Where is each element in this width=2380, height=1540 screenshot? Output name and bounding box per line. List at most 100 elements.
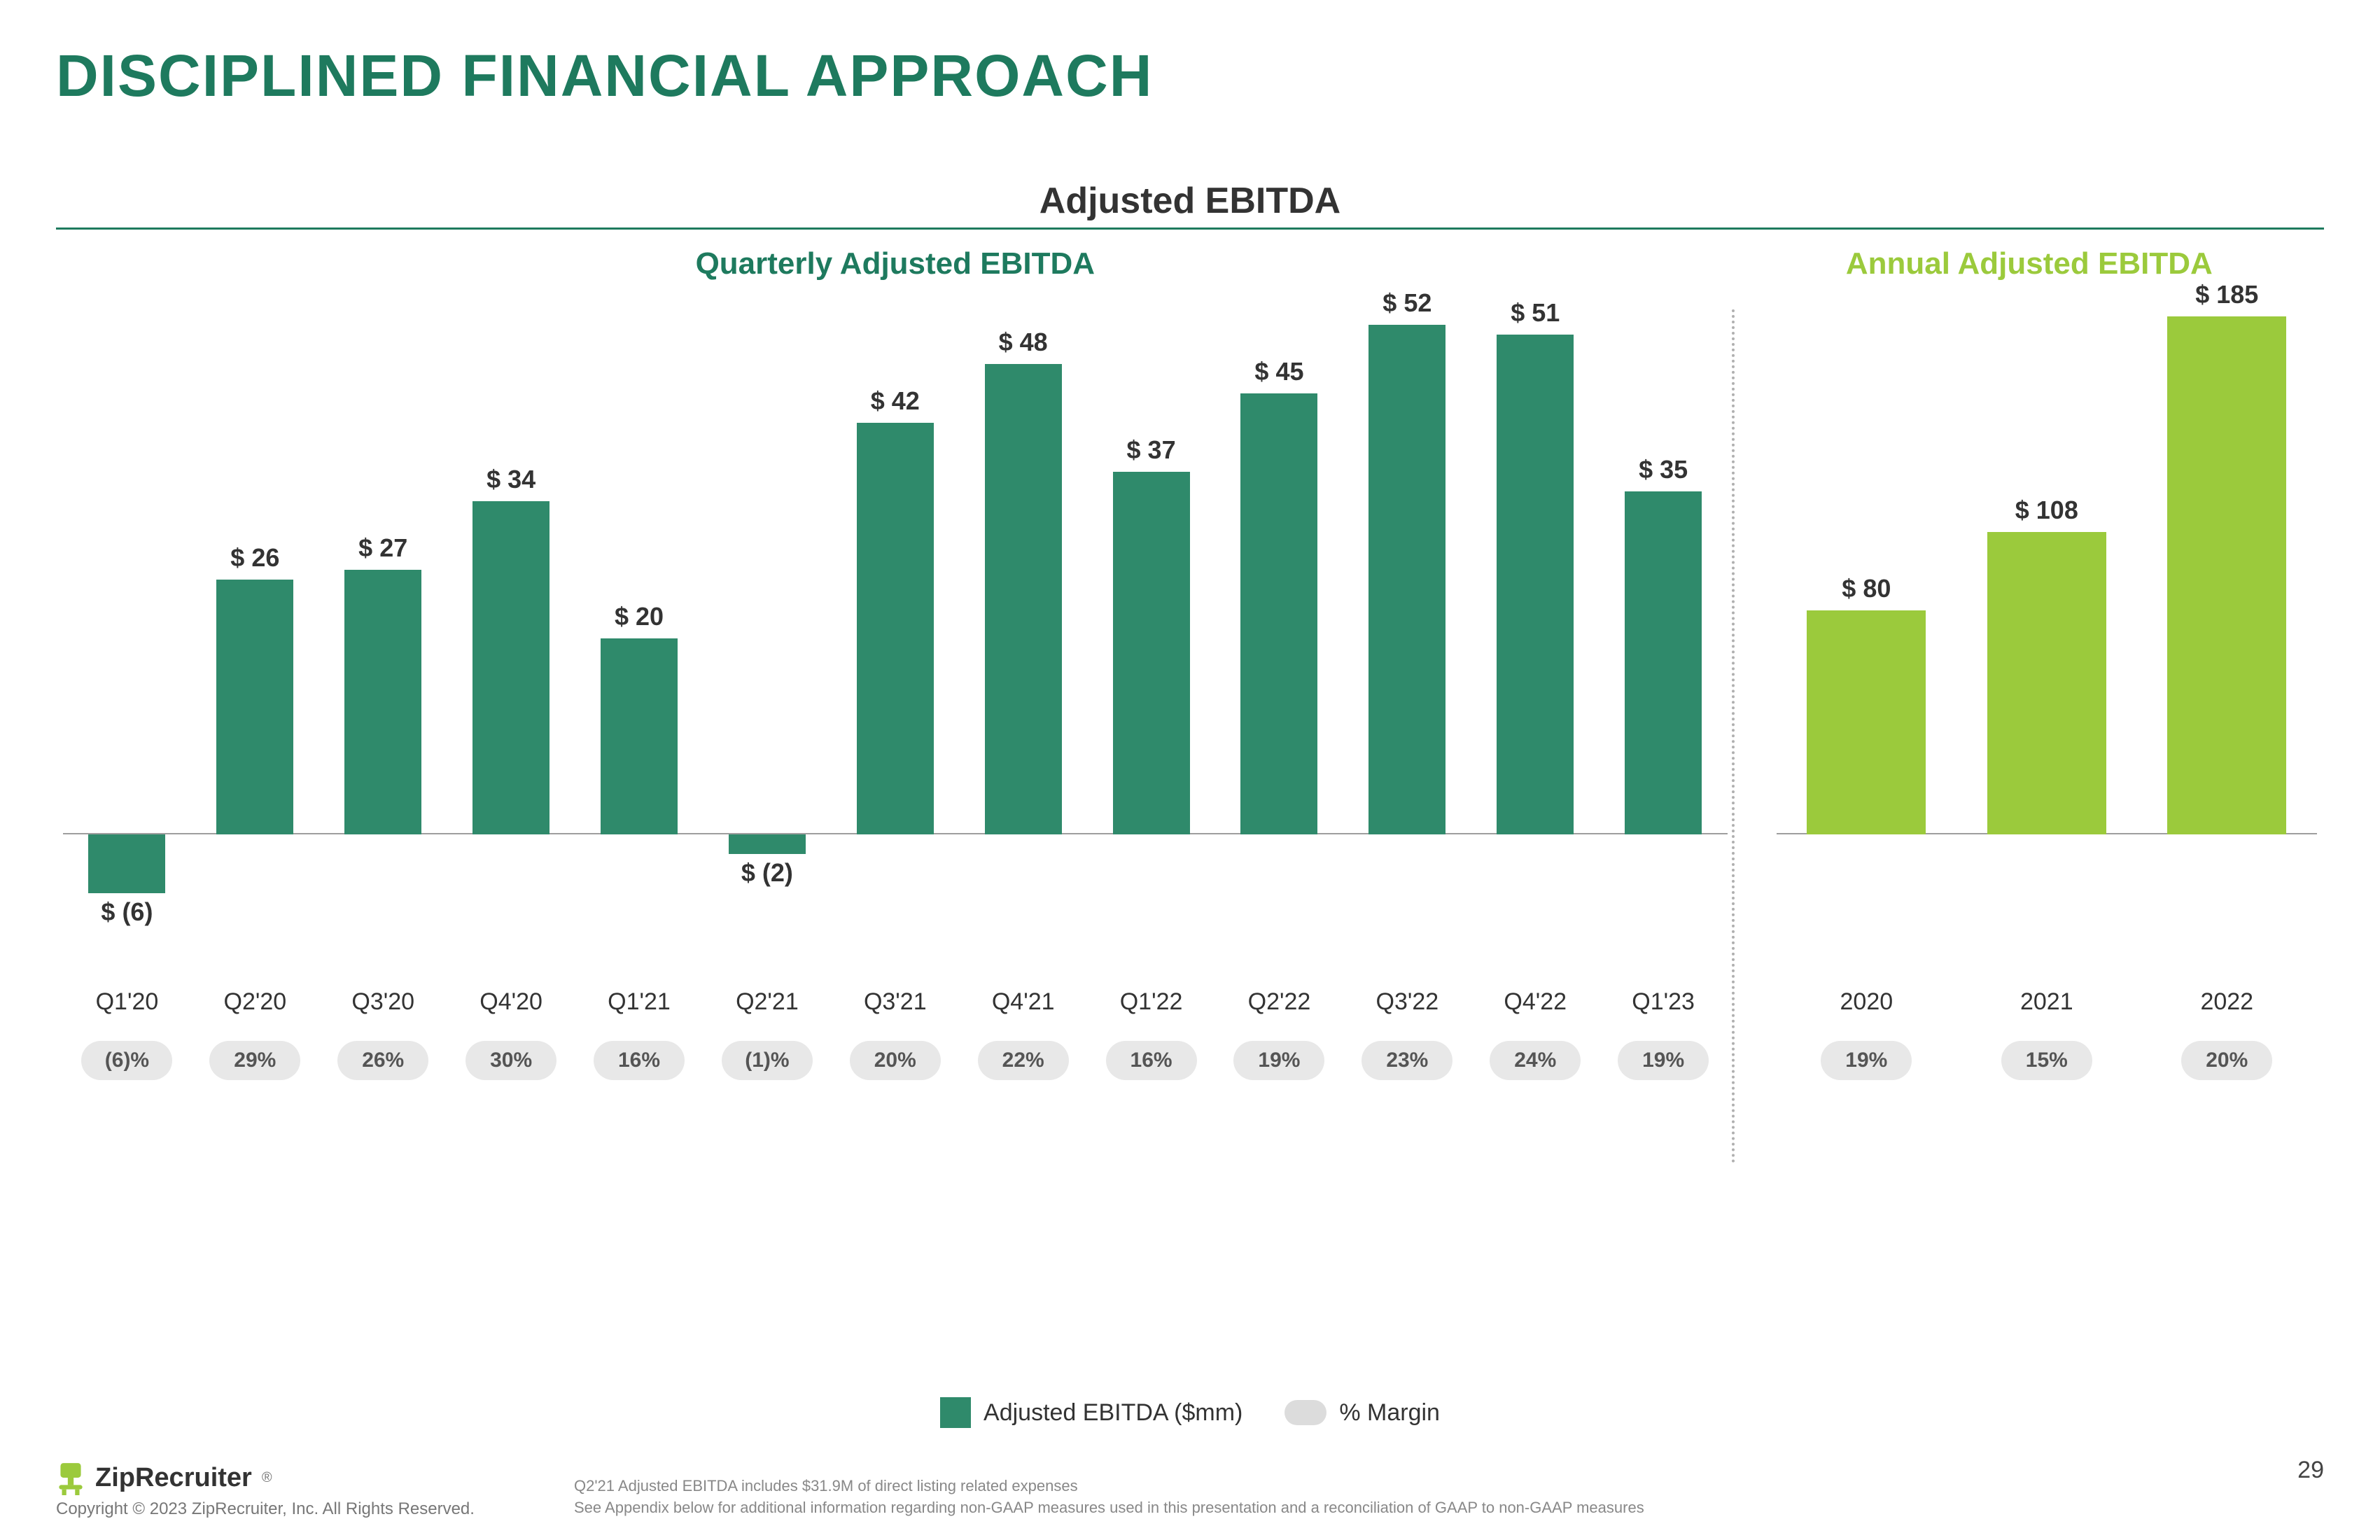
- margin-pill: 16%: [1106, 1041, 1197, 1080]
- x-axis-label: Q1'20: [63, 988, 191, 1016]
- bar-value-label: $ 35: [1639, 455, 1688, 484]
- annual-subtitle: Annual Adjusted EBITDA: [1735, 246, 2324, 281]
- bar-column: $ 185: [2137, 309, 2317, 925]
- margin-pill: 22%: [978, 1041, 1069, 1080]
- legend-pill-item: % Margin: [1284, 1397, 1440, 1428]
- margin-pill: 26%: [337, 1041, 428, 1080]
- bar-value-label: $ (6): [101, 897, 153, 927]
- margin-pill: 19%: [1821, 1041, 1912, 1080]
- x-axis-label: Q4'20: [447, 988, 575, 1016]
- bar-column: $ 48: [959, 309, 1087, 925]
- quarterly-margin-pills: (6)%29%26%30%16%(1)%20%22%16%19%23%24%19…: [56, 1041, 1735, 1080]
- copyright-text: Copyright © 2023 ZipRecruiter, Inc. All …: [56, 1499, 546, 1519]
- footnote-1: Q2'21 Adjusted EBITDA includes $31.9M of…: [574, 1476, 2324, 1497]
- x-axis-label: 2021: [1956, 988, 2136, 1016]
- bar-column: $ 51: [1471, 309, 1600, 925]
- bar-column: $ (2): [703, 309, 831, 925]
- bar-value-label: $ 80: [1842, 574, 1891, 603]
- margin-pill: 19%: [1233, 1041, 1324, 1080]
- x-axis-label: 2020: [1777, 988, 1956, 1016]
- bar-value-label: $ 27: [358, 533, 407, 563]
- x-axis-label: Q1'23: [1600, 988, 1728, 1016]
- bar: [729, 834, 806, 854]
- quarterly-bars-region: $ (6) $ 26 $ 27 $ 34 $ 20 $ (2) $ 42 $ 48 $ 37 $ …: [56, 309, 1735, 925]
- bar: [472, 501, 550, 834]
- footnote-2: See Appendix below for additional inform…: [574, 1497, 2324, 1519]
- bar: [216, 580, 293, 834]
- x-axis-label: Q2'22: [1215, 988, 1343, 1016]
- bar-column: $ 80: [1777, 309, 1956, 925]
- bar: [1497, 335, 1574, 834]
- margin-pill: 29%: [209, 1041, 300, 1080]
- x-axis-label: 2022: [2137, 988, 2317, 1016]
- quarterly-chart: $ (6) $ 26 $ 27 $ 34 $ 20 $ (2) $ 42 $ 48 $ 37 $ …: [56, 309, 1735, 1163]
- charts-row: $ (6) $ 26 $ 27 $ 34 $ 20 $ (2) $ 42 $ 48 $ 37 $ …: [56, 309, 2324, 1163]
- bar-value-label: $ 20: [615, 602, 664, 631]
- margin-pill: 16%: [594, 1041, 685, 1080]
- bar: [1240, 393, 1317, 834]
- legend-pill-swatch: [1284, 1400, 1326, 1425]
- margin-pill: 23%: [1362, 1041, 1452, 1080]
- bar-value-label: $ 42: [871, 386, 920, 416]
- bar-value-label: $ 45: [1254, 357, 1303, 386]
- bar-value-label: $ 51: [1511, 298, 1560, 328]
- margin-pill: (6)%: [81, 1041, 172, 1080]
- annual-margin-pills: 19%15%20%: [1770, 1041, 2324, 1080]
- brand-chair-icon: [56, 1460, 85, 1495]
- bar-value-label: $ 26: [230, 543, 279, 573]
- bar-value-label: $ 185: [2195, 280, 2258, 309]
- legend-bar-item: Adjusted EBITDA ($mm): [940, 1397, 1242, 1428]
- footnotes: Q2'21 Adjusted EBITDA includes $31.9M of…: [546, 1476, 2324, 1519]
- bar-value-label: $ 37: [1127, 435, 1176, 465]
- bar-column: $ 20: [575, 309, 704, 925]
- quarterly-subtitle: Quarterly Adjusted EBITDA: [56, 246, 1735, 281]
- bar: [1987, 532, 2106, 834]
- bar-column: $ (6): [63, 309, 191, 925]
- brand-reg-mark: ®: [262, 1470, 272, 1486]
- bar-column: $ 42: [831, 309, 959, 925]
- x-axis-label: Q3'20: [319, 988, 447, 1016]
- annual-chart: $ 80$ 108$ 185 202020212022 19%15%20%: [1735, 309, 2324, 1163]
- quarterly-xlabels: Q1'20Q2'20Q3'20Q4'20Q1'21Q2'21Q3'21Q4'21…: [56, 988, 1735, 1016]
- footer: ZipRecruiter ® Copyright © 2023 ZipRecru…: [56, 1460, 2324, 1519]
- x-axis-label: Q2'20: [191, 988, 319, 1016]
- bar: [985, 364, 1062, 834]
- bar-column: $ 108: [1956, 309, 2136, 925]
- bar-value-label: $ 34: [486, 465, 536, 494]
- brand-name: ZipRecruiter: [95, 1463, 252, 1493]
- margin-pill: 19%: [1618, 1041, 1709, 1080]
- margin-pill: 20%: [850, 1041, 941, 1080]
- bar-column: $ 35: [1600, 309, 1728, 925]
- section-title: Adjusted EBITDA: [56, 180, 2324, 222]
- subtitles-row: Quarterly Adjusted EBITDA Annual Adjuste…: [56, 246, 2324, 281]
- bar: [2167, 316, 2286, 834]
- annual-xlabels: 202020212022: [1770, 988, 2324, 1016]
- margin-pill: (1)%: [722, 1041, 813, 1080]
- brand-block: ZipRecruiter ® Copyright © 2023 ZipRecru…: [56, 1460, 546, 1519]
- bar: [857, 423, 934, 834]
- bar-value-label: $ 108: [2015, 496, 2078, 525]
- bar: [601, 638, 678, 834]
- x-axis-label: Q4'21: [959, 988, 1087, 1016]
- bar-column: $ 34: [447, 309, 575, 925]
- bar-column: $ 37: [1087, 309, 1215, 925]
- bar-value-label: $ 52: [1382, 288, 1432, 318]
- bar: [1807, 610, 1926, 834]
- legend-bar-swatch: [940, 1397, 971, 1428]
- bar: [1625, 491, 1702, 834]
- page-title: DISCIPLINED FINANCIAL APPROACH: [56, 42, 2324, 110]
- bar-column: $ 45: [1215, 309, 1343, 925]
- legend: Adjusted EBITDA ($mm) % Margin: [0, 1397, 2380, 1428]
- x-axis-label: Q3'21: [831, 988, 959, 1016]
- margin-pill: 15%: [2001, 1041, 2092, 1080]
- section-rule: [56, 227, 2324, 230]
- bar-column: $ 26: [191, 309, 319, 925]
- x-axis-label: Q3'22: [1343, 988, 1471, 1016]
- x-axis-label: Q4'22: [1471, 988, 1600, 1016]
- margin-pill: 24%: [1490, 1041, 1581, 1080]
- bar: [1368, 325, 1446, 834]
- x-axis-label: Q2'21: [703, 988, 831, 1016]
- legend-pill-label: % Margin: [1339, 1399, 1440, 1427]
- bar: [344, 570, 421, 834]
- x-axis-label: Q1'22: [1087, 988, 1215, 1016]
